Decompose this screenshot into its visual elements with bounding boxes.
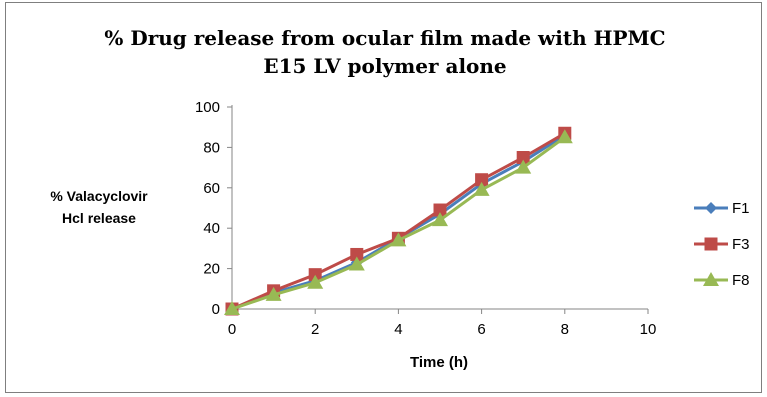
legend-label-f1: F1 bbox=[732, 200, 750, 217]
data-point-f3 bbox=[433, 203, 447, 217]
y-tick-label: 100 bbox=[195, 99, 220, 116]
legend: F1 F3 F8 bbox=[694, 200, 750, 289]
data-point-f8 bbox=[432, 212, 448, 227]
x-tick-label: 6 bbox=[477, 321, 485, 338]
data-point-f3 bbox=[350, 247, 364, 261]
series-f3 bbox=[225, 126, 572, 316]
data-point-f3 bbox=[516, 151, 530, 164]
x-tick-label: 8 bbox=[561, 321, 569, 338]
legend-marker-f3 bbox=[704, 237, 718, 251]
series-f8 bbox=[224, 129, 573, 315]
y-tick-label: 0 bbox=[212, 301, 220, 318]
axis-ticks: 0 20 40 60 80 100 0 2 4 6 8 10 bbox=[195, 99, 656, 338]
legend-label-f8: F8 bbox=[732, 272, 750, 289]
series-line-f3 bbox=[231, 131, 566, 311]
series-layer bbox=[224, 126, 573, 316]
y-tick-label: 80 bbox=[203, 139, 220, 156]
chart-frame: % Drug release from ocular film made wit… bbox=[5, 2, 762, 393]
chart-title-line-2: E15 LV polymer alone bbox=[263, 54, 506, 78]
y-tick-label: 40 bbox=[203, 220, 220, 237]
y-tick-label: 60 bbox=[203, 180, 220, 197]
data-point-f3 bbox=[475, 173, 489, 187]
legend-item-f1: F1 bbox=[694, 200, 750, 217]
legend-marker-f1 bbox=[705, 202, 717, 214]
legend-marker-f8 bbox=[703, 272, 719, 286]
line-chart: % Drug release from ocular film made wit… bbox=[50, 26, 750, 371]
data-point-f3 bbox=[308, 268, 322, 282]
x-tick-label: 0 bbox=[228, 321, 236, 338]
data-point-f8 bbox=[224, 301, 240, 315]
x-tick-label: 4 bbox=[394, 321, 402, 338]
data-point-f8 bbox=[348, 256, 365, 271]
legend-item-f8: F8 bbox=[694, 272, 750, 289]
legend-label-f3: F3 bbox=[732, 236, 750, 253]
legend-item-f3: F3 bbox=[694, 236, 750, 253]
x-axis-label: Time (h) bbox=[410, 354, 468, 371]
x-tick-label: 10 bbox=[640, 321, 657, 338]
data-point-f8 bbox=[265, 286, 282, 301]
data-point-f8 bbox=[307, 274, 324, 289]
y-tick-label: 20 bbox=[203, 261, 220, 278]
data-point-f8 bbox=[556, 129, 573, 144]
chart-title-line-1: % Drug release from ocular film made wit… bbox=[104, 26, 665, 50]
data-point-f8 bbox=[473, 181, 490, 196]
x-tick-label: 2 bbox=[311, 321, 319, 338]
y-axis-label-line-2: Hcl release bbox=[62, 210, 136, 226]
data-point-f8 bbox=[515, 159, 532, 174]
data-point-f8 bbox=[390, 232, 407, 247]
y-axis-label-line-1: % Valacyclovir bbox=[50, 188, 148, 204]
